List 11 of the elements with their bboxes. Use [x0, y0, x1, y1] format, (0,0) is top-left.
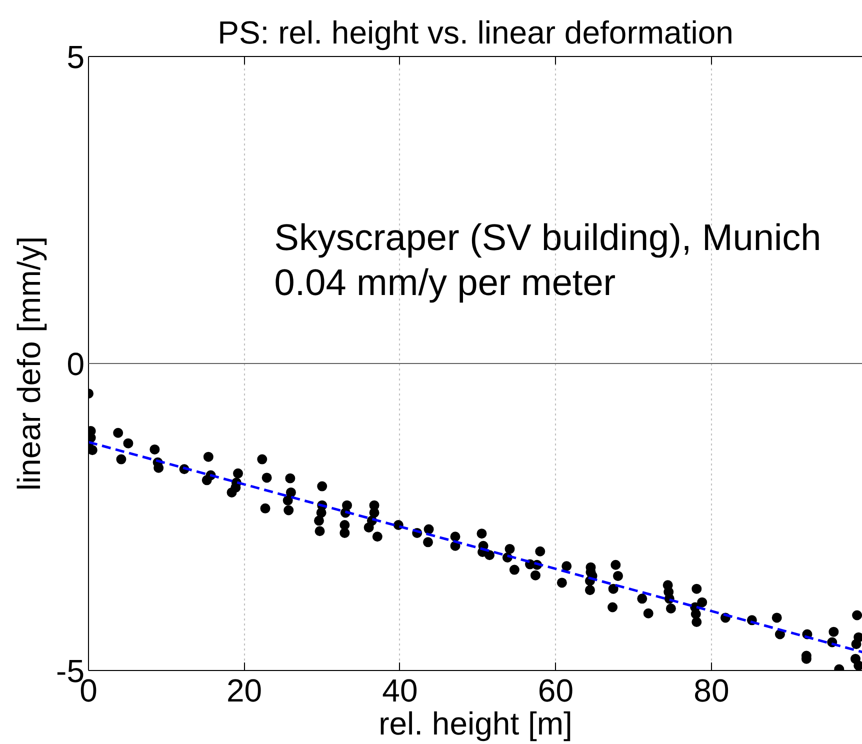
x-axis-title: rel. height [m]: [378, 706, 572, 742]
annotation: Skyscraper (SV building), Munich: [274, 217, 822, 258]
y-tick-label: 5: [66, 39, 84, 75]
x-tick-label: 20: [226, 672, 262, 708]
x-tick-label: 60: [538, 672, 574, 708]
y-tick-label: 0: [66, 346, 84, 382]
annotation: 0.04 mm/y per meter: [274, 262, 616, 303]
chart-title: PS: rel. height vs. linear deformation: [218, 14, 734, 50]
y-axis-title: linear defo [mm/y]: [11, 236, 48, 491]
x-tick-label: 80: [694, 672, 730, 708]
x-tick-label: 40: [382, 672, 418, 708]
